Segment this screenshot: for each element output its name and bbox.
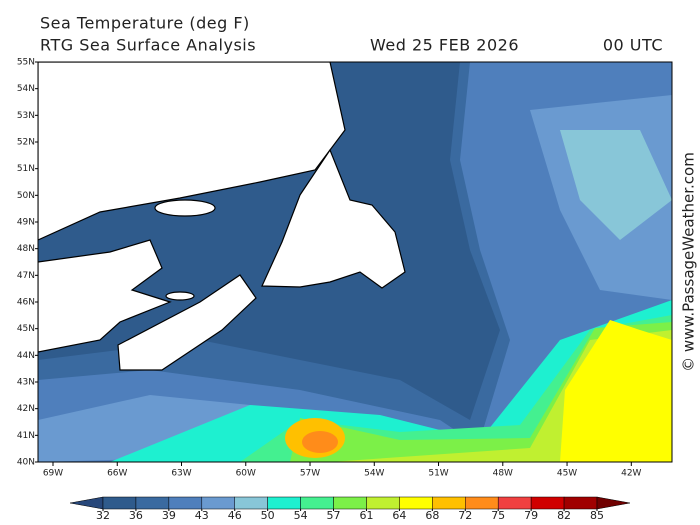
colorbar-segment [497,496,532,510]
colorbar-label: 72 [458,509,472,522]
y-tick-label: 43N [17,378,35,388]
colorbar-label: 64 [392,509,406,522]
colorbar-label: 50 [261,509,275,522]
land [261,148,406,289]
land [38,62,346,241]
x-tick-label: 66W [107,469,127,479]
colorbar-segment [432,496,466,510]
y-tick-label: 54N [17,84,35,94]
x-tick-label: 51W [428,469,448,479]
land [165,291,195,301]
colorbar-end [69,496,104,510]
zone [560,320,672,462]
colorbar-segment [135,496,170,510]
y-tick-label: 50N [17,191,35,201]
date: Wed 25 FEB 2026 [370,36,519,55]
colorbar-segment [333,496,367,510]
colorbar-label: 39 [162,509,176,522]
colorbar-label: 32 [96,509,110,522]
subtitle: RTG Sea Surface Analysis [40,36,256,55]
plot-frame [37,61,673,463]
colorbar-label: 68 [425,509,439,522]
colorbar-segment [530,496,565,510]
colorbar-label: 75 [491,509,505,522]
y-tick-label: 45N [17,324,35,334]
land [154,199,216,217]
y-tick-label: 48N [17,244,35,254]
colorbar-label: 79 [524,509,538,522]
x-tick-label: 57W [300,469,320,479]
y-tick-label: 41N [17,431,35,441]
zone [560,130,672,240]
title: Sea Temperature (deg F) [40,14,250,33]
y-tick-label: 42N [17,404,35,414]
colorbar-label: 61 [359,509,373,522]
x-tick-label: 63W [171,469,191,479]
x-tick-label: 45W [557,469,577,479]
colorbar-end [596,496,631,510]
colorbar-label: 85 [590,509,604,522]
colorbar-segment [300,496,334,510]
colorbar-segment [465,496,499,510]
y-tick-label: 51N [17,164,35,174]
land [38,239,172,353]
time: 00 UTC [603,36,663,55]
colorbar-segment [168,496,203,510]
colorbar-segment [267,496,301,510]
y-tick-label: 47N [17,271,35,281]
colorbar-segment [366,496,400,510]
colorbar-label: 43 [195,509,209,522]
x-tick-label: 69W [43,469,63,479]
colorbar-segment [234,496,268,510]
colorbar-label: 46 [228,509,242,522]
y-tick-label: 44N [17,351,35,361]
colorbar-segment [563,496,598,510]
y-tick-label: 53N [17,111,35,121]
y-tick-label: 55N [17,58,35,68]
y-tick-label: 49N [17,218,35,228]
land [117,274,257,371]
colorbar-segment [201,496,235,510]
y-tick-label: 52N [17,138,35,148]
colorbar-segment [102,496,137,510]
x-tick-label: 42W [621,469,641,479]
x-tick-label: 60W [236,469,256,479]
x-tick-label: 48W [493,469,513,479]
y-tick-label: 46N [17,298,35,308]
y-tick-label: 40N [17,458,35,468]
colorbar-label: 54 [294,509,308,522]
watermark: © www.PassageWeather.com [680,152,698,372]
colorbar-segment [399,496,433,510]
sst-field [38,62,672,462]
colorbar-label: 36 [129,509,143,522]
zone [302,431,338,453]
colorbar-label: 57 [327,509,341,522]
colorbar-label: 82 [557,509,571,522]
axes: 69W 66W 63W 60W 57W 54W 51W 48W 45W 42W 40N 41N 42N 4… [17,58,642,523]
x-tick-label: 54W [364,469,384,479]
